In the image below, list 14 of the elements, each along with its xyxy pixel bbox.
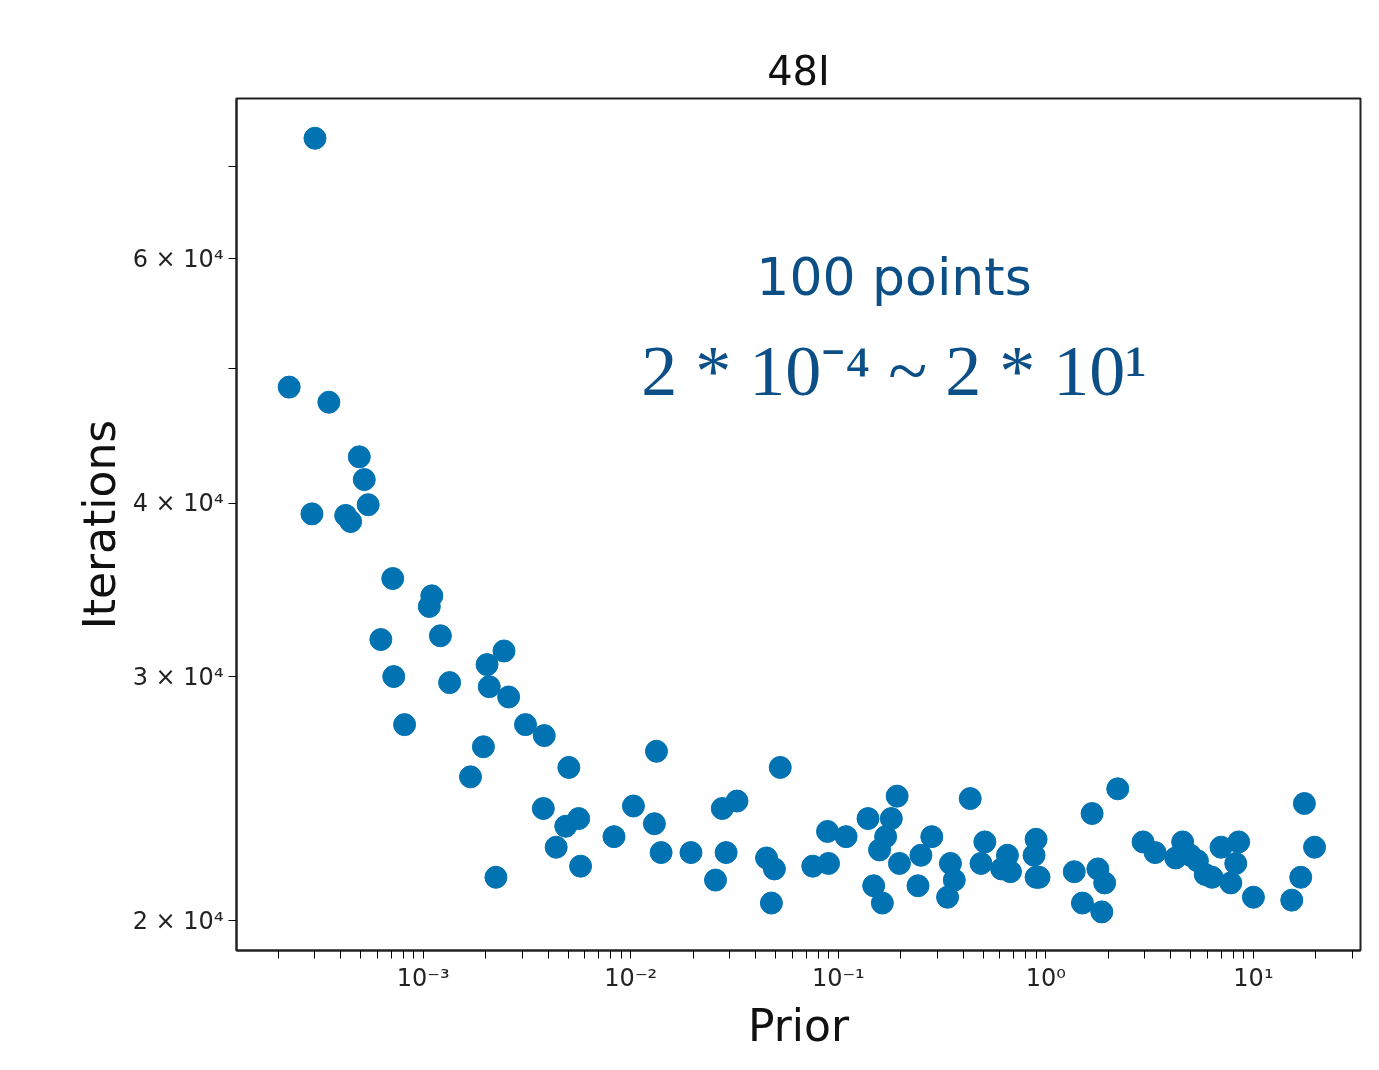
y-tick-label: 4 × 10⁴ (132, 489, 224, 518)
x-tick-label: 10⁰ (1025, 963, 1066, 992)
y-axis-title: Iterations (73, 419, 125, 630)
x-tick-label: 10⁻³ (396, 963, 450, 992)
y-tick-label: 2 × 10⁴ (132, 906, 224, 935)
y-tick-label: 6 × 10⁴ (132, 244, 224, 273)
x-tick-label: 10¹ (1233, 963, 1274, 992)
x-tick-label: 10⁻¹ (811, 963, 865, 992)
x-tick-label: 10⁻² (604, 963, 658, 992)
annotation: 2 * 10⁻⁴ ~ 2 * 10¹ (641, 331, 1147, 412)
y-tick-label: 3 × 10⁴ (132, 662, 224, 691)
annotation: 100 points (756, 247, 1032, 308)
chart-title: 48I (767, 47, 830, 94)
x-axis-title: Prior (747, 999, 850, 1051)
